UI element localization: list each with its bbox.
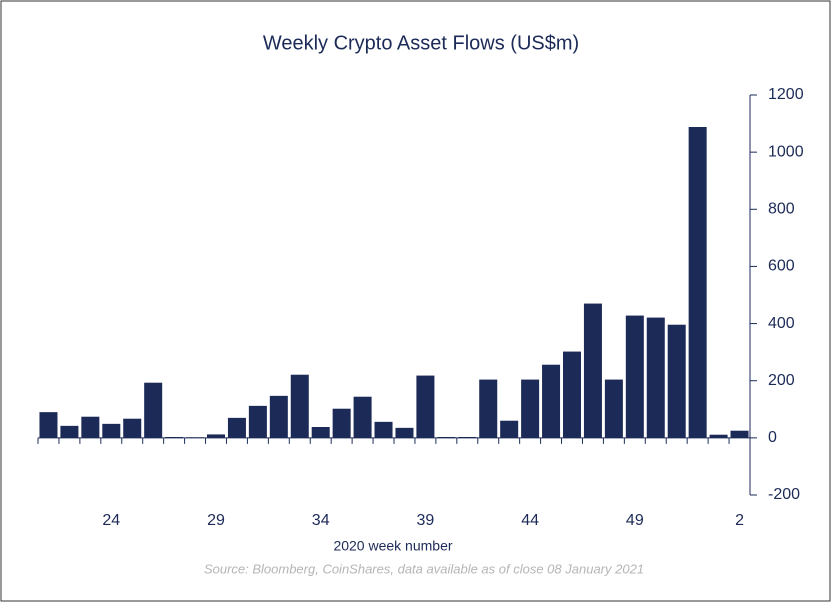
bar — [227, 417, 246, 438]
bar — [60, 425, 79, 438]
bar — [395, 427, 414, 438]
bar — [144, 382, 163, 438]
x-tick-label: 39 — [417, 512, 435, 529]
x-tick-label: 2 — [735, 512, 744, 529]
bar — [416, 375, 435, 438]
bar — [562, 351, 582, 438]
bar — [102, 423, 121, 438]
bar — [667, 324, 686, 438]
bar — [583, 303, 602, 438]
y-tick-label: 0 — [768, 429, 777, 446]
bar — [604, 379, 623, 438]
bar — [206, 434, 226, 438]
x-tick-label: 49 — [626, 512, 644, 529]
chart-title: Weekly Crypto Asset Flows (US$m) — [263, 32, 579, 54]
y-tick-label: 800 — [768, 201, 795, 218]
bar — [311, 427, 330, 438]
x-tick-label: 44 — [521, 512, 539, 529]
bar — [730, 430, 749, 438]
bar — [521, 379, 540, 438]
y-tick-label: 200 — [768, 372, 795, 389]
bar — [374, 421, 393, 438]
bar — [290, 374, 309, 438]
bar — [269, 395, 288, 438]
bar — [688, 127, 707, 438]
bar — [500, 420, 519, 438]
x-tick-label: 29 — [207, 512, 225, 529]
bar — [625, 315, 644, 438]
y-tick-label: 1000 — [768, 143, 804, 160]
source-note: Source: Bloomberg, CoinShares, data avai… — [204, 561, 644, 576]
bar — [646, 317, 665, 438]
x-tick-label: 34 — [312, 512, 330, 529]
bar — [542, 364, 561, 438]
x-tick-label: 24 — [102, 512, 120, 529]
bar — [39, 412, 58, 438]
bar — [332, 408, 351, 438]
bar — [479, 379, 498, 438]
y-tick-label: 600 — [768, 258, 795, 275]
y-tick-label: 1200 — [768, 86, 804, 103]
x-axis-label: 2020 week number — [333, 538, 452, 554]
bar — [248, 405, 267, 438]
bar — [81, 416, 100, 438]
y-tick-label: -200 — [768, 486, 800, 503]
y-tick-label: 400 — [768, 315, 795, 332]
bar — [353, 396, 372, 438]
bar — [709, 434, 728, 438]
bar — [123, 418, 142, 438]
